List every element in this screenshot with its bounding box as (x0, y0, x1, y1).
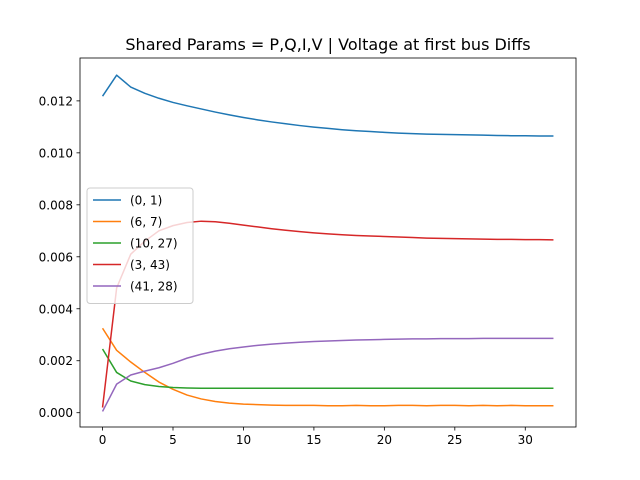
chart-title: Shared Params = P,Q,I,V | Voltage at fir… (125, 35, 530, 54)
y-tick-label: 0.012 (39, 94, 73, 108)
plot-frame (79, 57, 577, 428)
x-tick-label: 0 (99, 433, 107, 447)
legend-label: (6, 7) (130, 215, 162, 229)
legend-label: (0, 1) (130, 194, 162, 208)
series-line-4 (101, 337, 554, 412)
legend: (0, 1) (6, 7) (10, 27) (3, 43) (41, 28) (86, 187, 194, 304)
legend-label: (10, 27) (130, 237, 178, 251)
x-tick-label: 20 (377, 433, 392, 447)
y-tick-label: 0.004 (39, 302, 73, 316)
x-tick-label: 10 (236, 433, 251, 447)
legend-label: (41, 28) (130, 280, 178, 294)
y-tick-label: 0.010 (39, 146, 73, 160)
x-tick-label: 5 (169, 433, 177, 447)
x-tick-label: 15 (306, 433, 321, 447)
legend-label: (3, 43) (130, 258, 170, 272)
x-axis: 0 5 10 15 20 25 30 (99, 427, 533, 447)
y-tick-label: 0.008 (39, 198, 73, 212)
x-tick-label: 25 (447, 433, 462, 447)
y-axis: 0.000 0.002 0.004 0.006 0.008 0.010 0.012 (39, 94, 80, 420)
y-tick-label: 0.000 (39, 406, 73, 420)
y-tick-label: 0.006 (39, 250, 73, 264)
legend-box (86, 187, 194, 304)
y-tick-label: 0.002 (39, 354, 73, 368)
x-tick-label: 30 (518, 433, 533, 447)
series-line-1 (101, 327, 554, 407)
series-line-2 (101, 348, 554, 390)
series-line-0 (101, 74, 554, 137)
